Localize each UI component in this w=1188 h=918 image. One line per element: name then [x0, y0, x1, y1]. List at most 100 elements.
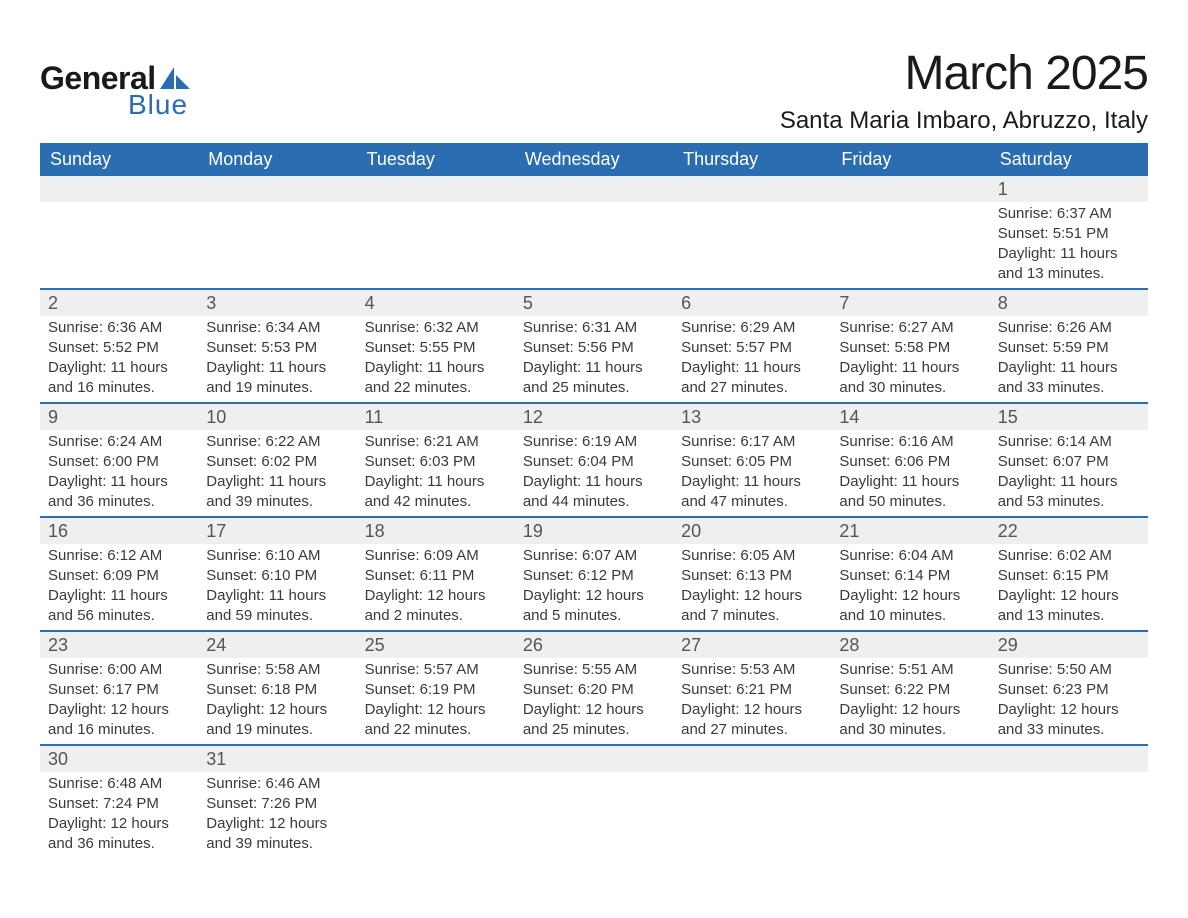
day-details-row: Sunrise: 6:12 AMSunset: 6:09 PM Daylight:…	[40, 544, 1148, 630]
day-daylight1: Daylight: 12 hours	[48, 814, 190, 834]
day-cell	[673, 772, 831, 858]
day-cell	[831, 202, 989, 288]
day-sunset: Sunset: 6:07 PM	[998, 452, 1140, 472]
day-number: 4	[357, 290, 515, 316]
day-sunrise: Sunrise: 6:21 AM	[365, 432, 507, 452]
day-sunset: Sunset: 5:58 PM	[839, 338, 981, 358]
day-number: 25	[357, 632, 515, 658]
day-sunrise: Sunrise: 6:09 AM	[365, 546, 507, 566]
day-daylight2: and 19 minutes.	[206, 720, 348, 740]
day-cell	[831, 772, 989, 858]
day-sunrise: Sunrise: 6:29 AM	[681, 318, 823, 338]
day-sunrise: Sunrise: 6:07 AM	[523, 546, 665, 566]
day-daylight1: Daylight: 12 hours	[681, 700, 823, 720]
day-daylight1: Daylight: 11 hours	[523, 358, 665, 378]
day-daylight2: and 42 minutes.	[365, 492, 507, 512]
day-sunset: Sunset: 7:24 PM	[48, 794, 190, 814]
dow-wednesday: Wednesday	[515, 143, 673, 176]
day-sunset: Sunset: 5:52 PM	[48, 338, 190, 358]
dow-sunday: Sunday	[40, 143, 198, 176]
day-number: 18	[357, 518, 515, 544]
day-sunrise: Sunrise: 5:55 AM	[523, 660, 665, 680]
day-sunrise: Sunrise: 6:14 AM	[998, 432, 1140, 452]
day-cell: Sunrise: 6:26 AMSunset: 5:59 PMDaylight:…	[990, 316, 1148, 402]
day-sunset: Sunset: 6:22 PM	[839, 680, 981, 700]
day-daylight1: Daylight: 11 hours	[365, 358, 507, 378]
day-sunrise: Sunrise: 6:12 AM	[48, 546, 190, 566]
day-sunset: Sunset: 6:15 PM	[998, 566, 1140, 586]
day-sunset: Sunset: 6:23 PM	[998, 680, 1140, 700]
day-number: 31	[198, 746, 356, 772]
day-daylight1: Daylight: 12 hours	[681, 586, 823, 606]
day-daylight2: and 25 minutes.	[523, 720, 665, 740]
day-sunrise: Sunrise: 6:19 AM	[523, 432, 665, 452]
day-cell	[990, 772, 1148, 858]
day-daylight1: Daylight: 11 hours	[523, 472, 665, 492]
day-cell	[198, 202, 356, 288]
day-sunrise: Sunrise: 6:04 AM	[839, 546, 981, 566]
day-sunset: Sunset: 6:17 PM	[48, 680, 190, 700]
day-sunset: Sunset: 6:11 PM	[365, 566, 507, 586]
day-daylight1: Daylight: 11 hours	[48, 358, 190, 378]
day-sunrise: Sunrise: 5:53 AM	[681, 660, 823, 680]
day-cell: Sunrise: 6:19 AMSunset: 6:04 PMDaylight:…	[515, 430, 673, 516]
day-number: 14	[831, 404, 989, 430]
day-sunrise: Sunrise: 6:37 AM	[998, 204, 1140, 224]
day-cell: Sunrise: 6:04 AMSunset: 6:14 PMDaylight:…	[831, 544, 989, 630]
day-sunset: Sunset: 6:09 PM	[48, 566, 190, 586]
week-row: 16171819202122Sunrise: 6:12 AMSunset: 6:…	[40, 516, 1148, 630]
day-daylight1: Daylight: 11 hours	[681, 358, 823, 378]
location-subtitle: Santa Maria Imbaro, Abruzzo, Italy	[780, 107, 1148, 135]
day-number	[673, 746, 831, 772]
day-daylight2: and 30 minutes.	[839, 720, 981, 740]
brand-logo: General Blue	[40, 60, 190, 121]
week-row: 1Sunrise: 6:37 AMSunset: 5:51 PMDaylight…	[40, 176, 1148, 288]
day-cell: Sunrise: 6:14 AMSunset: 6:07 PMDaylight:…	[990, 430, 1148, 516]
day-sunset: Sunset: 5:51 PM	[998, 224, 1140, 244]
day-number	[515, 746, 673, 772]
day-daylight1: Daylight: 11 hours	[365, 472, 507, 492]
day-daylight2: and 19 minutes.	[206, 378, 348, 398]
day-daylight1: Daylight: 11 hours	[998, 244, 1140, 264]
day-daylight1: Daylight: 12 hours	[839, 586, 981, 606]
day-sunset: Sunset: 6:12 PM	[523, 566, 665, 586]
day-sunset: Sunset: 5:55 PM	[365, 338, 507, 358]
day-sunrise: Sunrise: 6:31 AM	[523, 318, 665, 338]
day-daylight2: and 13 minutes.	[998, 264, 1140, 284]
day-cell: Sunrise: 6:07 AMSunset: 6:12 PMDaylight:…	[515, 544, 673, 630]
day-daylight2: and 22 minutes.	[365, 378, 507, 398]
day-cell: Sunrise: 6:24 AMSunset: 6:00 PMDaylight:…	[40, 430, 198, 516]
day-sunset: Sunset: 5:59 PM	[998, 338, 1140, 358]
day-details-row: Sunrise: 6:36 AMSunset: 5:52 PMDaylight:…	[40, 316, 1148, 402]
day-details-row: Sunrise: 6:48 AMSunset: 7:24 PMDaylight:…	[40, 772, 1148, 858]
day-sunrise: Sunrise: 6:48 AM	[48, 774, 190, 794]
day-cell: Sunrise: 6:36 AMSunset: 5:52 PMDaylight:…	[40, 316, 198, 402]
day-number: 11	[357, 404, 515, 430]
dow-thursday: Thursday	[673, 143, 831, 176]
day-daylight2: and 47 minutes.	[681, 492, 823, 512]
day-number: 7	[831, 290, 989, 316]
day-daylight1: Daylight: 12 hours	[998, 586, 1140, 606]
day-cell: Sunrise: 5:57 AMSunset: 6:19 PMDaylight:…	[357, 658, 515, 744]
day-number: 6	[673, 290, 831, 316]
day-number	[357, 176, 515, 202]
day-daylight1: Daylight: 11 hours	[839, 358, 981, 378]
day-cell: Sunrise: 5:55 AMSunset: 6:20 PMDaylight:…	[515, 658, 673, 744]
day-number: 13	[673, 404, 831, 430]
day-sunrise: Sunrise: 6:00 AM	[48, 660, 190, 680]
day-number-bar: 16171819202122	[40, 518, 1148, 544]
day-number: 17	[198, 518, 356, 544]
day-sunrise: Sunrise: 5:57 AM	[365, 660, 507, 680]
day-cell: Sunrise: 6:10 AMSunset: 6:10 PMDaylight:…	[198, 544, 356, 630]
day-daylight1: Daylight: 11 hours	[839, 472, 981, 492]
day-sunset: Sunset: 6:00 PM	[48, 452, 190, 472]
page-header: General Blue March 2025 Santa Maria Imba…	[40, 20, 1148, 135]
day-sunset: Sunset: 5:56 PM	[523, 338, 665, 358]
day-daylight2: and 27 minutes.	[681, 720, 823, 740]
day-daylight1: Daylight: 11 hours	[206, 358, 348, 378]
day-daylight2: and 36 minutes.	[48, 834, 190, 854]
day-cell: Sunrise: 5:50 AMSunset: 6:23 PMDaylight:…	[990, 658, 1148, 744]
day-number	[198, 176, 356, 202]
day-daylight1: Daylight: 12 hours	[365, 586, 507, 606]
day-number-bar: 3031	[40, 746, 1148, 772]
